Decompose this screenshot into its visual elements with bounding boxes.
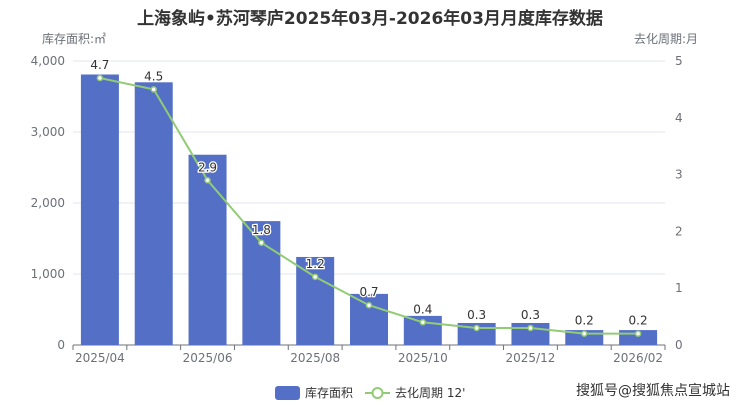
line-point (96, 74, 104, 82)
y-tick-label: 4,000 (31, 54, 65, 68)
data-label: 0.4 (413, 302, 432, 316)
x-tick-label: 2025/04 (75, 351, 125, 365)
chart-title: 上海象屿•苏河琴庐2025年03月-2026年03月月度库存数据 (137, 9, 603, 29)
line-point (150, 86, 157, 93)
data-label: 1.2 (306, 257, 325, 271)
line-point (419, 319, 427, 326)
y-tick-label: 1,000 (31, 267, 65, 281)
legend-bar-swatch (275, 386, 300, 400)
data-label: 4.5 (144, 69, 163, 83)
y2-tick-label: 0 (675, 338, 683, 352)
y-tick-label: 3,000 (31, 125, 65, 139)
y-axis-title: 库存面积:㎡ (42, 31, 106, 46)
x-tick-label: 2025/08 (290, 351, 340, 365)
line-point (473, 324, 480, 332)
data-label: 1.8 (252, 223, 271, 237)
data-label: 0.3 (521, 308, 540, 322)
x-tick-label: 2026/02 (613, 351, 663, 365)
data-label: 0.7 (359, 285, 378, 299)
bar (80, 74, 119, 346)
y2-axis-title: 去化周期:月 (634, 32, 698, 46)
line-point (258, 239, 265, 247)
y2-tick-label: 3 (675, 168, 683, 182)
x-tick-label: 2025/12 (506, 351, 556, 365)
data-label: 0.2 (575, 314, 594, 328)
legend-bar-label: 库存面积 (305, 385, 353, 400)
x-tick-label: 2025/10 (398, 351, 448, 365)
y-tick-label: 2,000 (31, 196, 65, 210)
data-label: 0.3 (467, 308, 486, 322)
watermark: 搜狐号@搜狐焦点宣城站 (576, 383, 730, 399)
bar (188, 154, 227, 345)
y2-tick-label: 5 (675, 54, 683, 68)
bar (134, 82, 173, 346)
legend-line-label: 去化周期 12' (395, 386, 465, 400)
line-point (311, 273, 319, 281)
y2-tick-label: 2 (675, 224, 683, 238)
data-label: 4.7 (90, 58, 109, 72)
line-point (365, 301, 373, 309)
legend-line-marker (371, 387, 384, 399)
line-point (527, 324, 534, 332)
data-label: 0.2 (629, 314, 648, 328)
data-label: 2.9 (198, 160, 217, 174)
line-point (204, 177, 211, 184)
line-point (581, 330, 588, 337)
bar (296, 256, 335, 345)
bar (350, 293, 388, 345)
y-tick-label: 0 (57, 338, 65, 352)
y2-tick-label: 4 (675, 111, 683, 125)
y2-tick-label: 1 (675, 281, 683, 295)
x-tick-label: 2025/06 (183, 351, 233, 365)
line-point (634, 330, 642, 337)
